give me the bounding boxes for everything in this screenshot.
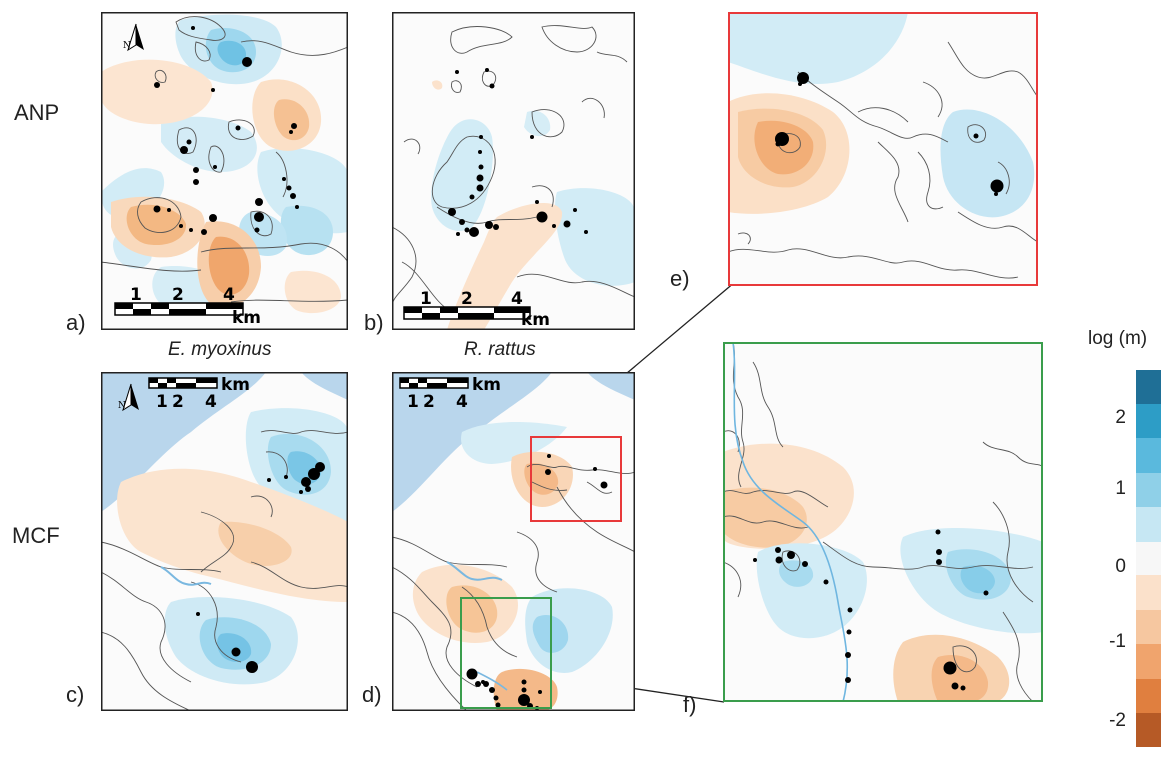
panel-letter-c: c): [66, 682, 85, 707]
scale-bar-c: km 1 2 4: [148, 375, 250, 412]
scale-bar-a: 1 2 4 km: [114, 285, 261, 328]
scale-unit: km: [521, 310, 550, 330]
scale-tick-4: 4: [511, 289, 523, 309]
panel-letter-d: d): [362, 682, 382, 707]
map-panel-a: N 1 2 4 km: [101, 12, 348, 330]
row-label-anp: ANP: [14, 100, 60, 125]
legend-tick-2: 2: [1115, 407, 1126, 428]
legend-title: log (m): [1088, 328, 1148, 349]
scale-unit: km: [472, 375, 501, 395]
map-panel-d: km 1 2 4: [392, 372, 635, 711]
scale-tick-2: 2: [461, 289, 473, 309]
map-panel-e: [728, 12, 1038, 286]
scale-unit: km: [221, 375, 250, 395]
legend-colorbar: [1136, 370, 1161, 747]
scale-tick-4: 4: [205, 392, 217, 412]
species-label-e-myoxinus: E. myoxinus: [168, 339, 272, 360]
north-arrow-icon: N: [118, 383, 139, 412]
map-panel-b: 1 2 4 km: [392, 12, 635, 330]
scale-tick-1: 1: [130, 285, 142, 305]
inset-frame-e: [530, 436, 622, 522]
scale-tick-1: 1: [420, 289, 432, 309]
legend-tick-0: 0: [1115, 556, 1126, 577]
legend-tick-neg2: -2: [1109, 710, 1126, 731]
legend-tick-neg1: -1: [1109, 631, 1126, 652]
legend-tick-1: 1: [1115, 478, 1126, 499]
north-arrow-icon: N: [123, 23, 144, 52]
panel-letter-a: a): [66, 310, 86, 335]
species-label-r-rattus: R. rattus: [464, 339, 536, 360]
scale-bar-d: km 1 2 4: [399, 375, 501, 412]
inset-frame-f: [460, 597, 552, 709]
map-panel-f: [723, 342, 1043, 702]
panel-letter-f: f): [683, 692, 697, 717]
scale-unit: km: [232, 308, 261, 328]
north-arrow-label: N: [118, 401, 126, 411]
panel-letter-b: b): [364, 310, 384, 335]
scale-tick-2: 2: [172, 285, 184, 305]
scale-tick-1: 1: [156, 392, 168, 412]
north-arrow-label: N: [123, 41, 131, 51]
scale-bar-b: 1 2 4 km: [403, 289, 550, 330]
scale-tick-4: 4: [223, 285, 235, 305]
row-label-mcf: MCF: [12, 523, 60, 548]
scale-tick-4: 4: [456, 392, 468, 412]
scale-tick-1: 1: [407, 392, 419, 412]
scale-tick-2: 2: [423, 392, 435, 412]
scale-tick-2: 2: [172, 392, 184, 412]
panel-letter-e: e): [670, 266, 690, 291]
map-panel-c: N km 1 2 4: [101, 372, 348, 711]
